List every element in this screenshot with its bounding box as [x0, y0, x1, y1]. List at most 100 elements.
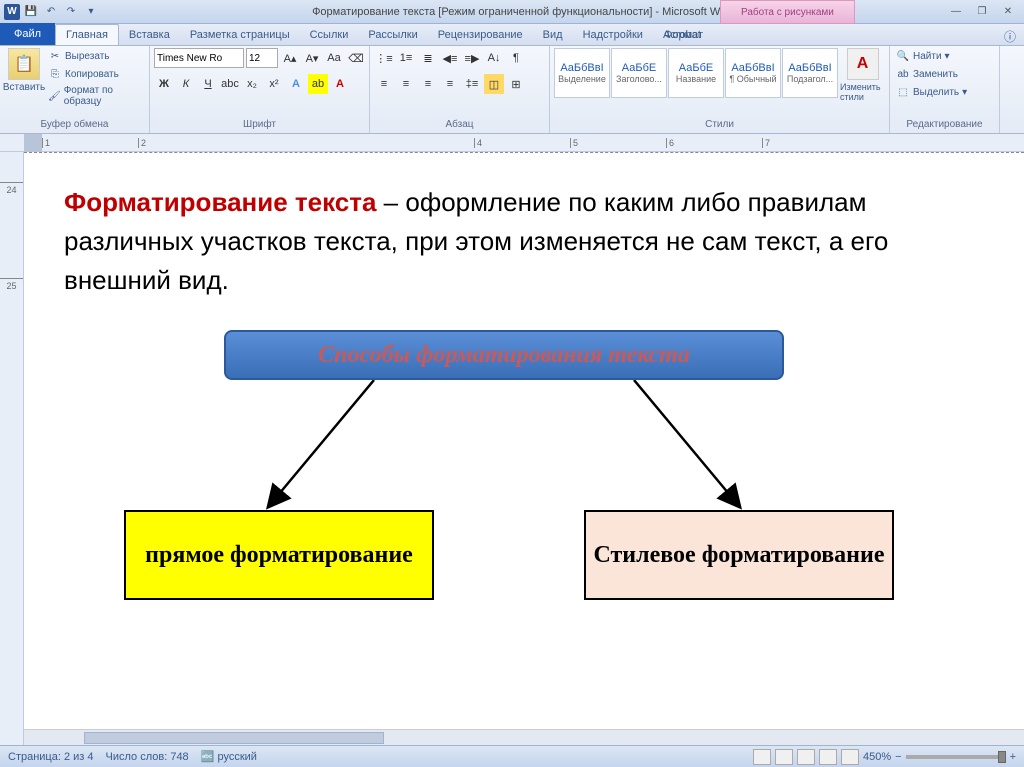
undo-button[interactable]: ↶ [42, 3, 60, 21]
line-spacing-button[interactable]: ‡≡ [462, 74, 482, 94]
indent-dec-button[interactable]: ◀≡ [440, 48, 460, 68]
zoom-out-button[interactable]: − [895, 751, 901, 763]
brush-icon: 🖌 [48, 89, 61, 103]
highlight-button[interactable]: ab [308, 74, 328, 94]
align-right-button[interactable]: ≡ [418, 74, 438, 94]
style-item[interactable]: АаБбВвІПодзагол... [782, 48, 838, 98]
bullets-button[interactable]: ⋮≡ [374, 48, 394, 68]
paragraph-label: Абзац [374, 118, 545, 131]
diagram: Способы форматирования текста прямое фор… [64, 330, 984, 610]
copy-button[interactable]: ⎘Копировать [46, 66, 145, 82]
word-count[interactable]: Число слов: 748 [106, 751, 189, 763]
shading-button[interactable]: ◫ [484, 74, 504, 94]
format-painter-button[interactable]: 🖌Формат по образцу [46, 84, 145, 108]
superscript-button[interactable]: x² [264, 74, 284, 94]
multilevel-button[interactable]: ≣ [418, 48, 438, 68]
paste-label: Вставить [3, 82, 45, 93]
style-gallery[interactable]: АаБбВвІВыделение АаБбЕЗаголово... АаБбЕН… [554, 48, 838, 98]
help-icon[interactable]: ⓘ [1004, 28, 1016, 45]
font-size-select[interactable] [246, 48, 278, 68]
horizontal-scrollbar[interactable] [24, 729, 1024, 745]
redo-button[interactable]: ↷ [62, 3, 80, 21]
main-paragraph: Форматирование текста – оформление по ка… [64, 183, 984, 300]
paste-icon: 📋 [8, 48, 40, 80]
tab-view[interactable]: Вид [533, 25, 573, 45]
borders-button[interactable]: ⊞ [506, 74, 526, 94]
tab-addins[interactable]: Надстройки [573, 25, 653, 45]
tab-home[interactable]: Главная [55, 24, 119, 45]
language-status[interactable]: 🔤 русский [201, 750, 257, 763]
indent-inc-button[interactable]: ≡▶ [462, 48, 482, 68]
group-clipboard: 📋 Вставить ✂Вырезать ⎘Копировать 🖌Формат… [0, 46, 150, 133]
find-icon: 🔍 [896, 49, 910, 63]
select-button[interactable]: ⬚Выделить ▾ [894, 84, 969, 100]
close-button[interactable]: ✕ [996, 4, 1020, 20]
view-outline-button[interactable] [819, 749, 837, 765]
numbering-button[interactable]: 1≡ [396, 48, 416, 68]
zoom-thumb[interactable] [998, 751, 1006, 763]
cut-button[interactable]: ✂Вырезать [46, 48, 145, 64]
title-bar: W 💾 ↶ ↷ ▾ Форматирование текста [Режим о… [0, 0, 1024, 24]
zoom-slider[interactable] [906, 755, 1006, 759]
view-read-button[interactable] [775, 749, 793, 765]
status-bar: Страница: 2 из 4 Число слов: 748 🔤 русск… [0, 745, 1024, 767]
align-left-button[interactable]: ≡ [374, 74, 394, 94]
horizontal-ruler[interactable]: 1 2 4 5 6 7 [0, 134, 1024, 152]
zoom-level[interactable]: 450% [863, 751, 891, 763]
tab-format[interactable]: Формат [650, 25, 717, 45]
save-button[interactable]: 💾 [22, 3, 40, 21]
view-print-button[interactable] [753, 749, 771, 765]
document-page[interactable]: Форматирование текста – оформление по ка… [24, 152, 1024, 752]
italic-button[interactable]: К [176, 74, 196, 94]
diagram-title-box[interactable]: Способы форматирования текста [224, 330, 784, 380]
subscript-button[interactable]: x₂ [242, 74, 262, 94]
diagram-left-box[interactable]: прямое форматирование [124, 510, 434, 600]
tab-review[interactable]: Рецензирование [428, 25, 533, 45]
paste-button[interactable]: 📋 Вставить [4, 48, 44, 93]
term-text: Форматирование текста [64, 187, 376, 217]
find-button[interactable]: 🔍Найти ▾ [894, 48, 969, 64]
bold-button[interactable]: Ж [154, 74, 174, 94]
clear-format-button[interactable]: ⌫ [346, 48, 366, 68]
diagram-right-box[interactable]: Стилевое форматирование [584, 510, 894, 600]
style-item[interactable]: АаБбЕНазвание [668, 48, 724, 98]
change-styles-icon: A [847, 48, 879, 80]
vertical-ruler[interactable]: 24 25 [0, 152, 24, 752]
show-marks-button[interactable]: ¶ [506, 48, 526, 68]
restore-button[interactable]: ❐ [970, 4, 994, 20]
view-web-button[interactable] [797, 749, 815, 765]
change-case-button[interactable]: Aa [324, 48, 344, 68]
minimize-button[interactable]: — [944, 4, 968, 20]
font-color-button[interactable]: A [330, 74, 350, 94]
ribbon: 📋 Вставить ✂Вырезать ⎘Копировать 🖌Формат… [0, 46, 1024, 134]
file-tab[interactable]: Файл [0, 23, 55, 45]
underline-button[interactable]: Ч [198, 74, 218, 94]
align-center-button[interactable]: ≡ [396, 74, 416, 94]
scroll-thumb[interactable] [84, 732, 384, 744]
style-item[interactable]: АаБбВвІ¶ Обычный [725, 48, 781, 98]
sort-button[interactable]: A↓ [484, 48, 504, 68]
change-styles-button[interactable]: A Изменить стили [840, 48, 885, 102]
quick-access-toolbar: W 💾 ↶ ↷ ▾ [0, 3, 104, 21]
style-item[interactable]: АаБбЕЗаголово... [611, 48, 667, 98]
cut-icon: ✂ [48, 49, 62, 63]
view-draft-button[interactable] [841, 749, 859, 765]
shrink-font-button[interactable]: A▾ [302, 48, 322, 68]
grow-font-button[interactable]: A▴ [280, 48, 300, 68]
tab-insert[interactable]: Вставка [119, 25, 180, 45]
tab-layout[interactable]: Разметка страницы [180, 25, 300, 45]
justify-button[interactable]: ≡ [440, 74, 460, 94]
text-effects-button[interactable]: A [286, 74, 306, 94]
strike-button[interactable]: abc [220, 74, 240, 94]
style-item[interactable]: АаБбВвІВыделение [554, 48, 610, 98]
tab-mailings[interactable]: Рассылки [358, 25, 427, 45]
zoom-in-button[interactable]: + [1010, 751, 1016, 763]
ribbon-tabs: Файл Главная Вставка Разметка страницы С… [0, 24, 1024, 46]
replace-button[interactable]: abЗаменить [894, 66, 969, 82]
font-family-select[interactable] [154, 48, 244, 68]
qat-dropdown[interactable]: ▾ [82, 3, 100, 21]
group-editing: 🔍Найти ▾ abЗаменить ⬚Выделить ▾ Редактир… [890, 46, 1000, 133]
styles-label: Стили [554, 118, 885, 131]
page-status[interactable]: Страница: 2 из 4 [8, 751, 94, 763]
tab-references[interactable]: Ссылки [300, 25, 359, 45]
